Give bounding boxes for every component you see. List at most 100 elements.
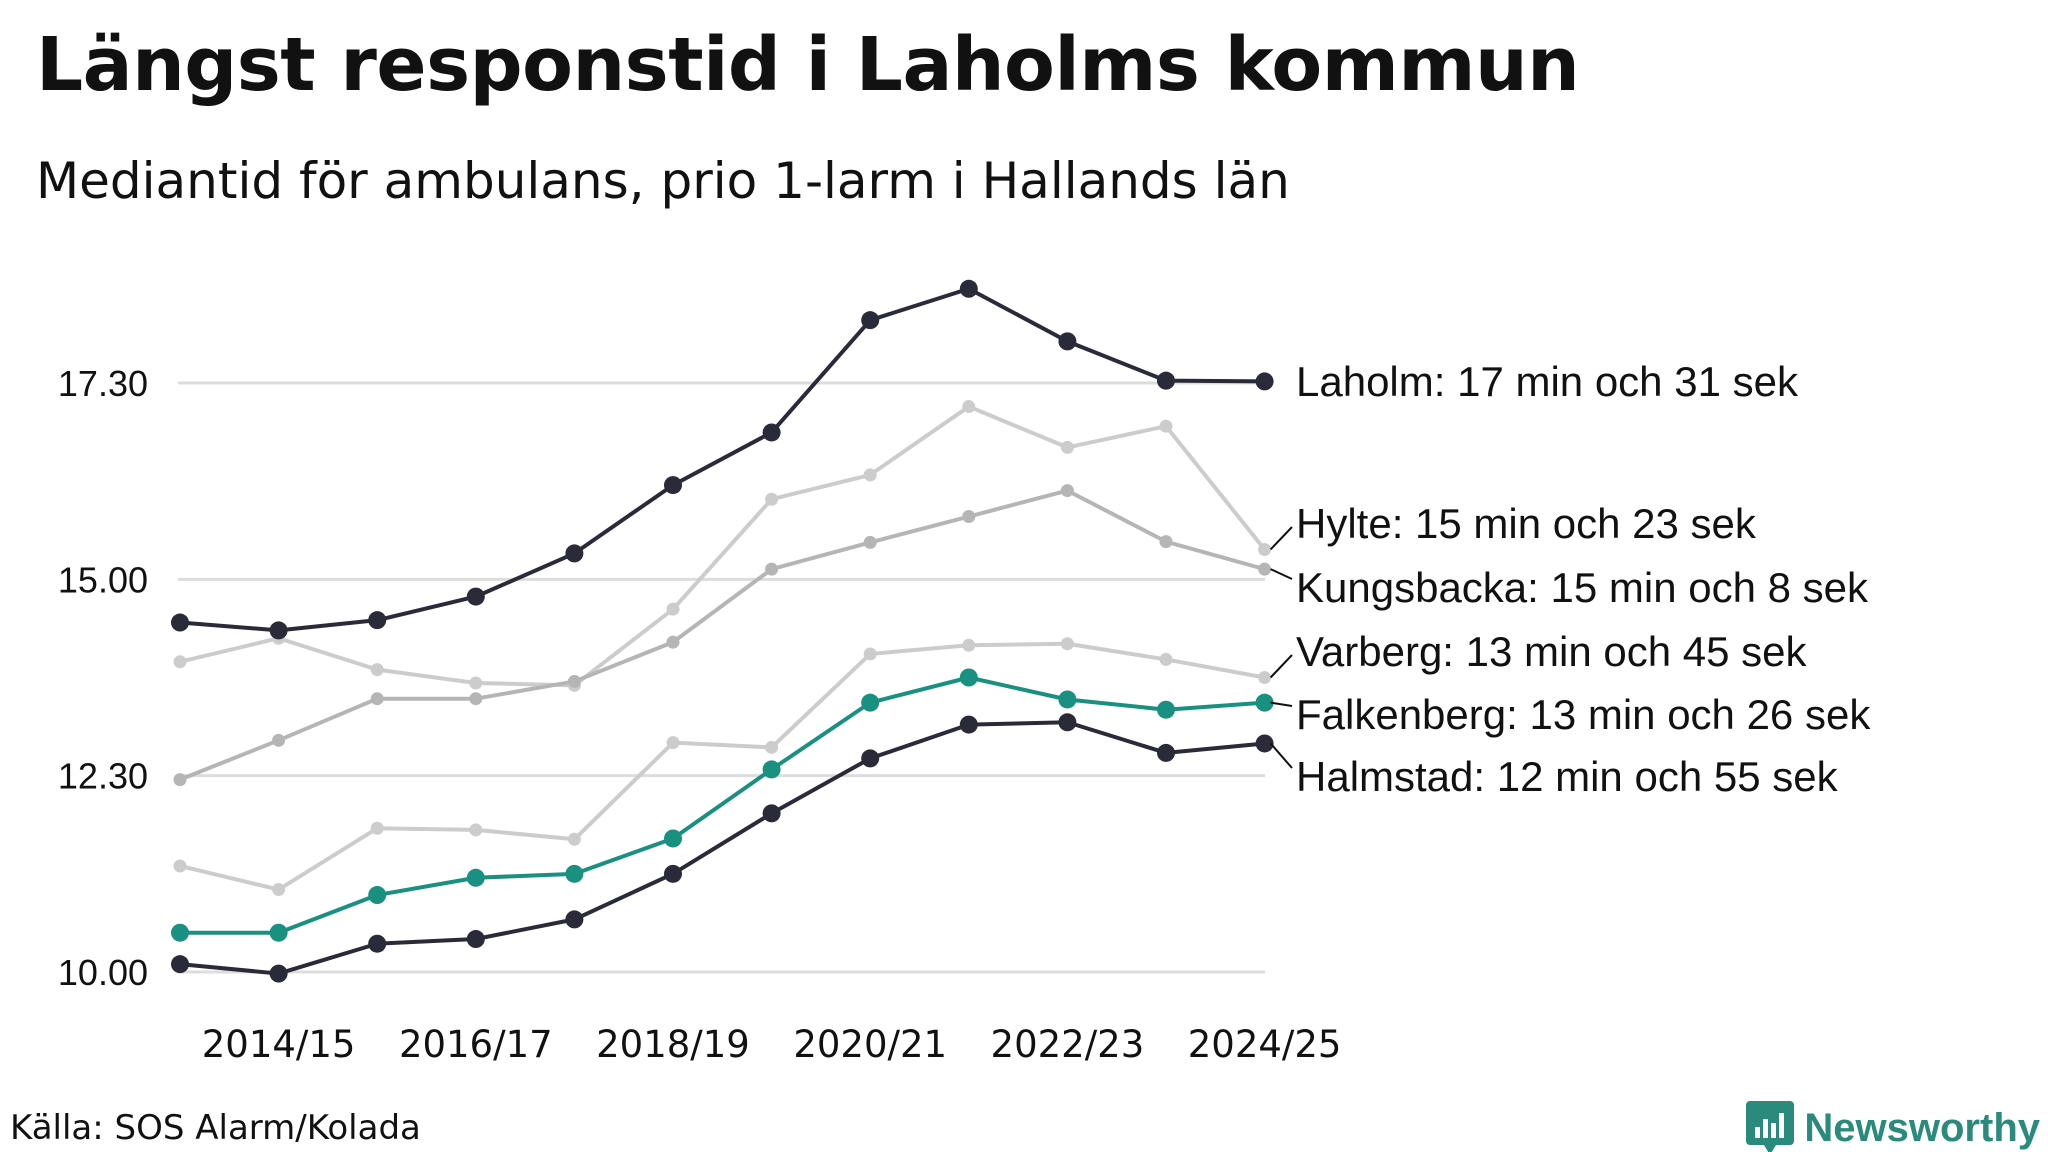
data-point-halmstad — [269, 964, 288, 983]
label-connector-hylte — [1269, 526, 1293, 551]
data-point-laholm — [171, 613, 189, 632]
chart-title: Längst responstid i Laholms kommun — [36, 22, 1580, 108]
data-point-kungsbacka — [666, 635, 680, 649]
data-point-falkenberg — [762, 760, 781, 779]
data-point-falkenberg — [861, 693, 880, 712]
x-tick-label: 2024/25 — [1188, 1023, 1342, 1066]
series-label-falkenberg: Falkenberg: 13 min och 26 sek — [1296, 691, 1871, 738]
data-point-hylte — [1060, 440, 1074, 454]
data-point-laholm — [1255, 372, 1274, 391]
label-connector-varberg — [1269, 654, 1293, 679]
data-point-hylte — [370, 663, 384, 677]
x-tick-label: 2016/17 — [399, 1023, 553, 1066]
data-point-halmstad — [1255, 734, 1274, 753]
data-point-kungsbacka — [962, 510, 976, 524]
x-tick-label: 2018/19 — [596, 1023, 750, 1066]
data-point-kungsbacka — [1060, 484, 1074, 498]
y-tick-label: 15.00 — [58, 559, 148, 600]
y-tick-label: 17.30 — [58, 363, 148, 404]
data-point-halmstad — [861, 749, 880, 768]
data-point-varberg — [1258, 671, 1272, 684]
data-point-falkenberg — [565, 864, 584, 883]
data-point-hylte — [863, 468, 877, 482]
data-point-varberg — [863, 647, 877, 661]
data-point-halmstad — [664, 864, 682, 883]
data-point-varberg — [272, 883, 286, 897]
data-point-hylte — [1159, 419, 1173, 433]
data-point-halmstad — [171, 955, 189, 974]
data-point-varberg — [765, 740, 779, 754]
brand-name: Newsworthy — [1804, 1105, 2040, 1150]
data-point-kungsbacka — [469, 692, 483, 706]
x-tick-label: 2020/21 — [793, 1023, 947, 1066]
data-point-falkenberg — [466, 868, 485, 887]
data-point-varberg — [370, 821, 384, 835]
series-line-kungsbacka — [178, 488, 1267, 782]
series-line-halmstad — [178, 720, 1267, 976]
data-point-halmstad — [368, 934, 387, 953]
data-point-falkenberg — [171, 923, 189, 942]
data-point-kungsbacka — [863, 535, 877, 549]
data-point-halmstad — [565, 910, 584, 929]
data-point-halmstad — [466, 930, 485, 949]
data-point-kungsbacka — [1159, 535, 1173, 549]
data-point-kungsbacka — [1258, 562, 1272, 576]
data-point-falkenberg — [959, 668, 978, 687]
data-point-kungsbacka — [272, 733, 286, 747]
data-point-halmstad — [762, 804, 781, 823]
label-connector-falkenberg — [1270, 701, 1293, 707]
y-tick-label: 10.00 — [58, 952, 148, 993]
data-point-varberg — [567, 832, 581, 846]
data-point-hylte — [1258, 542, 1272, 556]
series-label-laholm: Laholm: 17 min och 31 sek — [1296, 358, 1799, 405]
data-point-laholm — [959, 279, 978, 298]
data-point-laholm — [565, 544, 584, 563]
data-point-hylte — [173, 655, 187, 669]
data-point-kungsbacka — [370, 692, 384, 706]
data-point-laholm — [269, 621, 288, 640]
data-point-varberg — [173, 859, 187, 873]
chart-subtitle: Mediantid för ambulans, prio 1-larm i Ha… — [36, 152, 1290, 210]
data-point-falkenberg — [1157, 700, 1175, 719]
series-label-hylte: Hylte: 15 min och 23 sek — [1296, 500, 1757, 547]
x-tick-label: 2022/23 — [991, 1023, 1145, 1066]
data-point-falkenberg — [1058, 690, 1077, 709]
data-point-varberg — [666, 736, 680, 750]
newsworthy-logo: Newsworthy — [1746, 1098, 2040, 1152]
label-connector-kungsbacka — [1270, 568, 1293, 580]
data-point-varberg — [469, 823, 483, 837]
data-point-halmstad — [1058, 713, 1077, 732]
data-point-halmstad — [1157, 743, 1175, 762]
data-point-varberg — [1060, 637, 1074, 651]
data-point-hylte — [469, 676, 483, 690]
series-line-laholm — [178, 286, 1267, 633]
data-point-falkenberg — [368, 886, 387, 905]
data-point-falkenberg — [1255, 693, 1274, 712]
x-tick-label: 2014/15 — [202, 1023, 356, 1066]
data-point-falkenberg — [664, 829, 682, 848]
data-point-hylte — [765, 492, 779, 506]
data-point-laholm — [466, 587, 485, 606]
data-point-hylte — [666, 602, 680, 616]
data-point-varberg — [1159, 652, 1173, 666]
source-note: Källa: SOS Alarm/Kolada — [10, 1108, 421, 1148]
data-point-falkenberg — [269, 923, 288, 942]
data-point-laholm — [664, 476, 682, 495]
newsworthy-logo-icon — [1746, 1101, 1795, 1152]
data-point-hylte — [962, 400, 976, 414]
data-point-kungsbacka — [765, 562, 779, 576]
data-point-laholm — [368, 611, 387, 630]
series-line-varberg — [178, 641, 1267, 892]
data-point-laholm — [861, 311, 880, 330]
data-point-kungsbacka — [567, 674, 581, 688]
series-line-falkenberg — [178, 675, 1267, 935]
data-point-halmstad — [959, 715, 978, 734]
series-label-halmstad: Halmstad: 12 min och 55 sek — [1296, 753, 1839, 800]
series-label-kungsbacka: Kungsbacka: 15 min och 8 sek — [1296, 564, 1869, 611]
data-point-laholm — [762, 423, 781, 442]
series-line-hylte — [178, 404, 1267, 688]
series-label-varberg: Varberg: 13 min och 45 sek — [1296, 628, 1808, 675]
data-point-laholm — [1058, 332, 1077, 351]
data-point-kungsbacka — [173, 773, 187, 787]
